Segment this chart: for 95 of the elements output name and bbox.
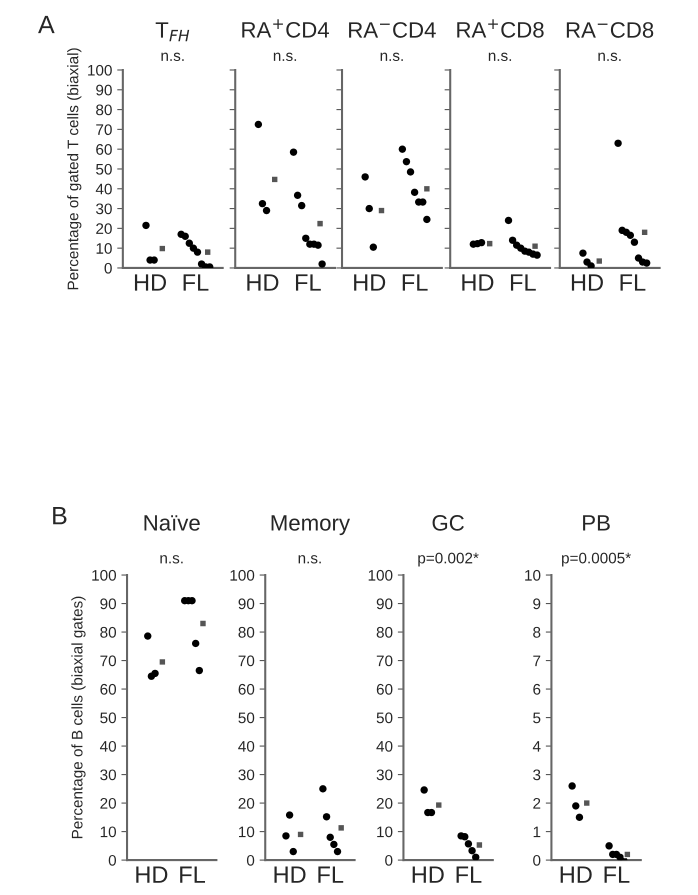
- y-tick-label: 100: [368, 570, 392, 581]
- y-tick-label: 90: [238, 598, 254, 610]
- x-tick-label: HD: [462, 274, 494, 291]
- y-tick-label: 30: [238, 769, 254, 780]
- y-tick-label: 70: [376, 655, 392, 666]
- y-tick-label: 6: [533, 684, 540, 695]
- y-tick-label: 30: [376, 769, 392, 780]
- y-tick-label: 1: [534, 826, 540, 838]
- y-axis-title: Percentage of gated T cells (biaxial): [67, 48, 82, 290]
- x-tick-label: FL: [456, 866, 482, 883]
- y-tick-label: 10: [96, 243, 112, 254]
- y-tick-label: 8: [533, 626, 540, 638]
- y-tick-label: 60: [376, 684, 392, 695]
- chart-subtitle: n.s.: [380, 52, 403, 62]
- y-tick-label: 80: [100, 626, 116, 638]
- x-tick-label: HD: [560, 866, 592, 883]
- y-tick-label: 90: [376, 598, 392, 610]
- chart-title: Memory: [272, 515, 350, 536]
- y-tick-label: 80: [96, 104, 112, 116]
- y-tick-label: 20: [100, 798, 116, 809]
- y-tick-label: 4: [532, 741, 541, 752]
- y-tick-label: 2: [533, 798, 540, 809]
- chart-title: RA$^{−}$CD8: [566, 22, 654, 38]
- y-tick-label: 20: [96, 223, 112, 234]
- x-tick-label: HD: [354, 274, 386, 291]
- x-tick-label: FL: [318, 866, 344, 883]
- y-tick-label: 5: [533, 712, 540, 724]
- y-tick-label: 50: [96, 164, 112, 175]
- chart-subtitle: p=0.002*: [418, 552, 479, 566]
- y-tick-label: 90: [96, 84, 112, 96]
- y-tick-label: 70: [96, 124, 112, 136]
- y-tick-label: 70: [100, 655, 116, 666]
- x-tick-label: HD: [134, 274, 166, 291]
- y-tick-label: 30: [96, 203, 112, 214]
- y-tick-label: 7: [533, 656, 540, 666]
- y-tick-label: 80: [376, 626, 392, 638]
- chart-title: Naïve: [144, 515, 200, 531]
- chart-title: RA$^{+}$CD4: [242, 19, 329, 38]
- x-tick-label: FL: [402, 274, 428, 291]
- chart-subtitle: n.s.: [488, 52, 512, 62]
- y-tick-label: 80: [238, 626, 254, 638]
- y-tick-label: 100: [230, 570, 254, 581]
- y-tick-label: 20: [238, 798, 254, 809]
- chart-subtitle: n.s.: [274, 52, 296, 62]
- x-tick-label: HD: [274, 866, 306, 883]
- chart-subtitle: n.s.: [160, 555, 183, 564]
- chart-subtitle: n.s.: [298, 555, 321, 564]
- x-tick-label: HD: [136, 866, 168, 883]
- y-tick-label: 50: [238, 712, 254, 724]
- y-tick-label: 40: [238, 740, 254, 752]
- y-tick-label: 30: [100, 769, 116, 780]
- text: B: [53, 507, 66, 524]
- chart-subtitle: n.s.: [598, 52, 621, 62]
- x-tick-label: HD: [247, 274, 278, 291]
- y-tick-label: 60: [238, 684, 254, 695]
- y-tick-label: 0: [108, 854, 116, 866]
- x-tick-label: FL: [180, 866, 206, 883]
- x-tick-label: FL: [510, 274, 536, 291]
- y-tick-label: 50: [376, 712, 392, 724]
- y-tick-label: 40: [100, 740, 116, 752]
- y-tick-label: 0: [246, 854, 254, 866]
- y-tick-label: 70: [238, 655, 254, 666]
- y-axis-title: Percentage of B cells (biaxial gates): [71, 596, 86, 838]
- x-tick-label: HD: [412, 866, 444, 883]
- y-tick-label: 0: [104, 262, 112, 274]
- y-tick-label: 10: [100, 826, 116, 838]
- x-tick-label: FL: [296, 274, 321, 291]
- y-tick-label: 20: [376, 798, 392, 809]
- y-tick-label: 60: [96, 144, 112, 155]
- x-tick-label: FL: [184, 274, 208, 291]
- y-tick-label: 0: [533, 854, 540, 866]
- y-tick-label: 10: [525, 570, 540, 581]
- chart-title: T$_{FH}$: [156, 22, 190, 42]
- y-tick-label: 40: [376, 740, 392, 752]
- y-tick-label: 3: [533, 769, 540, 780]
- chart-title: PB: [583, 515, 610, 531]
- chart-title: RA$^{−}$CD4: [349, 22, 436, 38]
- chart-subtitle: p=0.0005*: [562, 552, 631, 566]
- y-tick-label: 10: [377, 826, 392, 838]
- text: A: [38, 16, 55, 34]
- y-tick-label: 50: [100, 712, 116, 724]
- y-tick-label: 100: [92, 570, 116, 581]
- y-tick-label: 100: [88, 64, 112, 76]
- y-tick-label: 9: [533, 598, 540, 610]
- y-tick-label: 10: [238, 826, 254, 838]
- x-tick-label: HD: [572, 274, 603, 291]
- chart-subtitle: n.s.: [161, 52, 184, 62]
- chart-title: RA$^{+}$CD8: [457, 19, 544, 38]
- x-tick-label: FL: [620, 274, 646, 291]
- y-tick-label: 40: [96, 184, 112, 194]
- x-tick-label: FL: [604, 866, 630, 883]
- chart-title: GC: [432, 515, 464, 531]
- y-tick-label: 0: [385, 854, 392, 866]
- y-tick-label: 60: [100, 684, 116, 695]
- y-tick-label: 90: [100, 598, 116, 610]
